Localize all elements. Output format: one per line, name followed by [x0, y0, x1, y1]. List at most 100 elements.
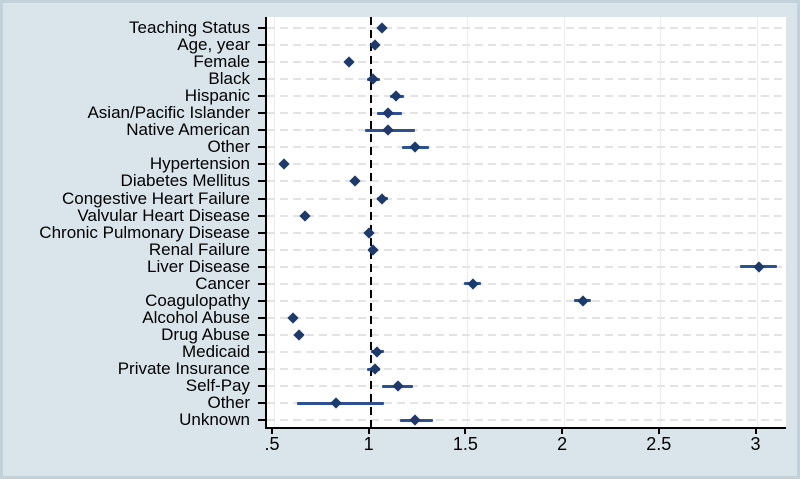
- horizontal-gridline: [267, 61, 786, 64]
- y-axis-tick: [258, 78, 265, 81]
- y-axis-category-label: Self-Pay: [185, 376, 250, 396]
- y-axis-category-label: Other: [207, 137, 250, 157]
- vertical-gridline: [466, 17, 468, 427]
- horizontal-gridline: [267, 146, 786, 149]
- plot-area: [265, 17, 786, 429]
- diamond-marker: [392, 380, 404, 392]
- vertical-gridline: [757, 17, 758, 427]
- diamond-marker: [376, 22, 388, 34]
- y-axis-tick: [258, 197, 265, 200]
- y-axis-category-label: Other: [207, 393, 250, 413]
- horizontal-gridline: [267, 299, 786, 302]
- horizontal-gridline: [267, 27, 786, 29]
- y-axis-category-label: Coagulopathy: [145, 290, 250, 310]
- diamond-marker: [287, 312, 299, 324]
- y-axis-tick: [258, 112, 265, 115]
- y-axis-tick: [258, 368, 265, 370]
- vertical-gridline: [660, 17, 662, 427]
- horizontal-gridline: [267, 368, 786, 370]
- y-axis-category-label: Cancer: [195, 273, 250, 293]
- y-axis-tick: [258, 402, 265, 405]
- y-axis-tick: [258, 419, 265, 422]
- x-axis-tick-label: 3: [750, 434, 761, 454]
- diamond-marker: [366, 73, 379, 85]
- horizontal-gridline: [267, 214, 786, 217]
- x-axis-tick: [657, 428, 660, 434]
- y-axis-tick: [258, 385, 265, 388]
- diamond-marker: [753, 261, 766, 273]
- horizontal-gridline: [267, 78, 786, 81]
- horizontal-gridline: [267, 385, 786, 388]
- x-axis-tick: [367, 428, 370, 434]
- horizontal-gridline: [267, 350, 786, 353]
- y-axis-tick: [258, 248, 265, 251]
- y-axis-category-label: Congestive Heart Failure: [61, 188, 250, 208]
- diamond-marker: [363, 226, 375, 239]
- vertical-gridline: [563, 17, 565, 427]
- x-axis-tick: [464, 428, 467, 434]
- y-axis-category-label: Private Insurance: [117, 359, 250, 378]
- reference-line: [369, 17, 372, 427]
- diamond-marker: [366, 243, 379, 256]
- horizontal-gridline: [267, 163, 786, 166]
- y-axis-category-label: Black: [208, 69, 250, 89]
- y-axis-category-label: Diabetes Mellitus: [120, 171, 250, 191]
- x-axis-tick: [754, 428, 757, 434]
- diamond-marker: [299, 209, 311, 222]
- diamond-marker: [349, 175, 361, 188]
- horizontal-gridline: [267, 44, 786, 47]
- y-axis-tick: [258, 333, 265, 336]
- horizontal-gridline: [267, 248, 786, 251]
- y-axis-category-label: Renal Failure: [148, 239, 250, 259]
- y-axis-tick: [258, 163, 265, 166]
- horizontal-gridline: [267, 316, 786, 319]
- y-axis-category-label: Liver Disease: [147, 256, 250, 276]
- diamond-marker: [577, 295, 590, 307]
- y-axis-tick: [258, 44, 265, 47]
- y-axis-category-label: Age, year: [177, 35, 250, 55]
- x-axis-tick: [561, 428, 564, 434]
- horizontal-gridline: [267, 333, 786, 336]
- horizontal-gridline: [267, 419, 786, 422]
- y-axis-category-label: Female: [193, 52, 250, 72]
- diamond-marker: [343, 56, 356, 68]
- y-axis-tick: [258, 61, 265, 64]
- y-axis-tick: [258, 180, 265, 183]
- x-axis-tick: [271, 428, 273, 434]
- diamond-marker: [382, 107, 394, 119]
- horizontal-gridline: [267, 112, 786, 115]
- diamond-marker: [330, 397, 342, 409]
- diamond-marker: [409, 414, 421, 426]
- x-axis-tick-label: 1.5: [452, 434, 478, 454]
- y-axis-tick: [258, 95, 265, 98]
- y-axis-category-label: Hypertension: [149, 154, 250, 174]
- horizontal-gridline: [267, 197, 786, 200]
- diamond-marker: [390, 90, 402, 102]
- y-axis-category-label: Drug Abuse: [161, 324, 250, 344]
- horizontal-gridline: [267, 129, 786, 132]
- y-axis-category-label: Asian/Pacific Islander: [87, 103, 250, 123]
- y-axis-category-label: Medicaid: [181, 341, 250, 361]
- diamond-marker: [277, 158, 290, 171]
- y-axis-category-label: Chronic Pulmonary Disease: [39, 222, 250, 242]
- y-axis-category-label: Native American: [126, 120, 250, 140]
- x-axis-tick-label: 1: [363, 434, 374, 454]
- y-axis-tick: [258, 231, 265, 234]
- y-axis-category-label: Valvular Heart Disease: [77, 205, 250, 225]
- horizontal-gridline: [267, 402, 786, 405]
- y-axis-category-label: Teaching Status: [129, 18, 250, 37]
- y-axis-category-label: Hispanic: [184, 86, 250, 106]
- horizontal-gridline: [267, 231, 786, 234]
- horizontal-gridline: [267, 180, 786, 183]
- y-axis-tick: [258, 282, 265, 285]
- y-axis-tick: [258, 129, 265, 132]
- y-axis-tick: [258, 350, 265, 353]
- y-axis-category-label: Unknown: [179, 410, 250, 430]
- horizontal-gridline: [267, 282, 786, 285]
- y-axis-tick: [258, 146, 265, 149]
- diamond-marker: [467, 278, 479, 290]
- x-axis-tick-label: 2.5: [646, 434, 672, 454]
- horizontal-gridline: [267, 95, 786, 98]
- diamond-marker: [370, 346, 383, 358]
- diamond-marker: [293, 329, 305, 341]
